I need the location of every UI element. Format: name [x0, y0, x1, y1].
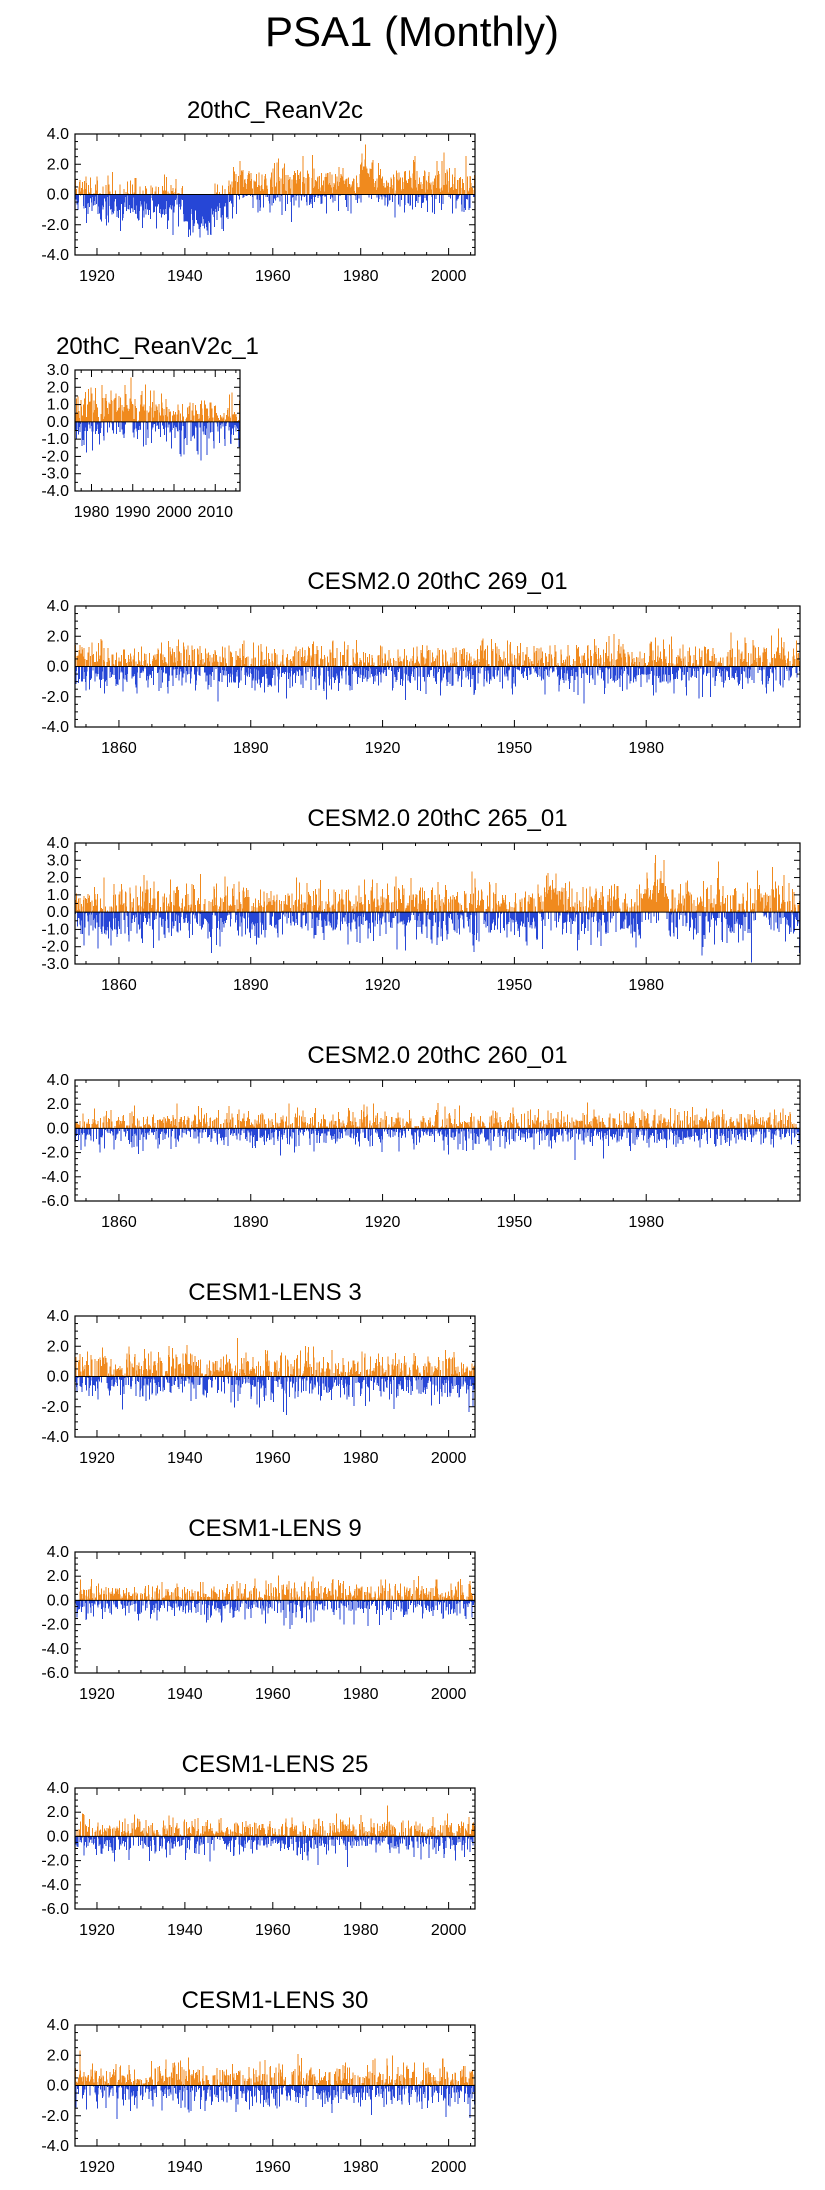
y-tick-label: -2.0 — [41, 448, 69, 465]
x-tick-label: 1990 — [115, 504, 151, 521]
x-tick-label: 1980 — [628, 740, 664, 757]
y-tick-label: 1.0 — [47, 397, 69, 414]
figure-title: PSA1 (Monthly) — [265, 8, 559, 55]
panel-2: 20thC_ReanV2c_1 3.02.01.00.0-1.0-2.0-3.0-… — [41, 333, 258, 521]
y-tick-label: 4.0 — [47, 598, 69, 615]
x-tick-label: 1920 — [365, 740, 401, 757]
x-tick-label: 2000 — [431, 268, 467, 285]
x-tick-label: 1960 — [255, 268, 291, 285]
panel-title: CESM2.0 20thC 265_01 — [307, 805, 567, 832]
y-tick-label: -3.0 — [41, 466, 69, 483]
x-tick-label: 1920 — [79, 268, 115, 285]
y-tick-label: -4.0 — [41, 719, 69, 736]
x-tick-label: 1980 — [343, 268, 379, 285]
x-tick-label: 2000 — [156, 504, 192, 521]
y-tick-label: -2.0 — [41, 217, 69, 234]
y-tick-label: 0.0 — [47, 414, 69, 431]
x-tick-label: 1980 — [74, 504, 110, 521]
bar-series — [74, 377, 241, 461]
y-tick-label: 4.0 — [47, 126, 69, 143]
bar-series — [74, 628, 801, 704]
y-tick-label: 0.0 — [47, 187, 69, 204]
x-tick-label: 1860 — [101, 740, 137, 757]
x-tick-label: 1940 — [167, 268, 203, 285]
y-tick-label: 0.0 — [47, 659, 69, 676]
panels: 20thC_ReanV2c 4.0 2.0 0.0 -2.0 -4.0 1920 1940 19… — [41, 97, 801, 2176]
y-tick-label: 2.0 — [47, 379, 69, 396]
panel-title: 20thC_ReanV2c — [187, 97, 363, 124]
y-tick-label: 2.0 — [47, 156, 69, 173]
panel-title: 20thC_ReanV2c_1 — [56, 333, 259, 360]
panel-3: CESM2.0 20thC 269_01 4.0 2.0 0.0 -2.0 -4.0 186… — [41, 568, 801, 757]
y-tick-label: -1.0 — [41, 431, 69, 448]
panel-4: CESM2.0 20thC 265_014.03.02.01.00.0-1.0-… — [41, 805, 801, 994]
panel-title: CESM2.0 20thC 269_01 — [307, 568, 567, 595]
x-tick-label: 2010 — [197, 504, 233, 521]
x-tick-label: 1950 — [497, 740, 533, 757]
x-tick-label: 1890 — [233, 740, 269, 757]
bar-series — [74, 855, 801, 963]
panel-1: 20thC_ReanV2c 4.0 2.0 0.0 -2.0 -4.0 1920 1940 19… — [41, 97, 476, 285]
y-tick-label: -4.0 — [41, 483, 69, 500]
y-tick-label: -2.0 — [41, 689, 69, 706]
y-tick-label: -4.0 — [41, 247, 69, 264]
bar-series — [74, 144, 476, 238]
y-tick-label: 3.0 — [47, 362, 69, 379]
y-tick-label: 2.0 — [47, 628, 69, 645]
